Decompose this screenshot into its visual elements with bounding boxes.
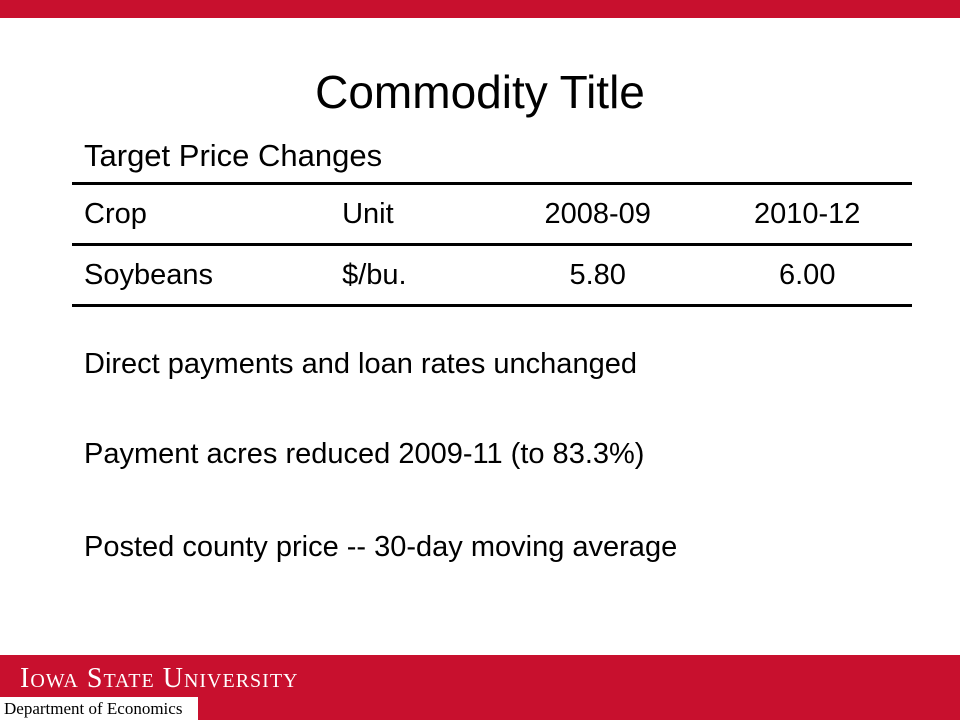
table-cell-crop: Soybeans	[72, 244, 331, 307]
top-accent-bar	[0, 0, 960, 18]
department-label: Department of Economics	[0, 697, 199, 720]
column-header-2008-09: 2008-09	[492, 182, 703, 246]
target-price-table: Crop Unit 2008-09 2010-12 Soybeans $/bu.…	[72, 182, 912, 307]
footer-bar: Iowa State University Department of Econ…	[0, 655, 960, 720]
column-header-2010-12: 2010-12	[702, 182, 912, 246]
column-header-crop: Crop	[72, 182, 331, 246]
column-header-unit: Unit	[330, 182, 493, 246]
university-wordmark: Iowa State University	[20, 663, 299, 694]
table-row: Soybeans $/bu. 5.80 6.00	[72, 244, 912, 307]
table-header-row: Crop Unit 2008-09 2010-12	[72, 182, 912, 246]
table-cell-2010-12: 6.00	[702, 244, 912, 307]
table-caption: Target Price Changes	[84, 138, 383, 173]
text-line-payment-acres: Payment acres reduced 2009-11 (to 83.3%)	[84, 438, 645, 470]
slide-title: Commodity Title	[315, 66, 645, 118]
text-line-direct-payments: Direct payments and loan rates unchanged	[84, 348, 637, 380]
table-cell-unit: $/bu.	[330, 244, 493, 307]
text-line-county-price: Posted county price -- 30-day moving ave…	[84, 531, 678, 563]
table-cell-2008-09: 5.80	[492, 244, 703, 307]
